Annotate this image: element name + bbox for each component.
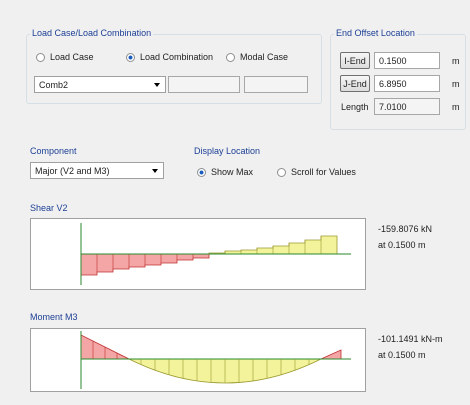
shear-location: at 0.1500 m [378,240,426,250]
group-title: Load Case/Load Combination [30,28,154,38]
unit: m [452,56,460,66]
shear-value: -159.8076 kN [378,224,433,234]
group-title: End Offset Location [334,28,417,38]
radio-scroll[interactable]: Scroll for Values [277,167,356,178]
label: Load Case [50,52,94,62]
radio-modal-case[interactable]: Modal Case [226,52,289,63]
length-field: 7.0100 [374,98,440,115]
moment-graphic [80,331,351,389]
i-end-button[interactable]: I-End [340,52,370,69]
display-title: Display Location [192,146,263,156]
component-dropdown[interactable]: Major (V2 and M3) [30,162,164,179]
i-end-field[interactable]: 0.1500 [374,52,440,69]
moment-location: at 0.1500 m [378,350,426,360]
radio-load-case[interactable]: Load Case [36,52,94,63]
shear-diagram [30,218,366,290]
empty-field [244,76,308,93]
label: Show Max [211,167,254,177]
radio-load-combination[interactable]: Load Combination [126,52,214,63]
empty-field [168,76,240,93]
label: Scroll for Values [291,167,356,177]
component-title: Component [28,146,79,156]
shear-title: Shear V2 [28,203,70,213]
unit: m [452,79,460,89]
moment-diagram [30,328,366,392]
j-end-button[interactable]: J-End [340,75,370,92]
label: Modal Case [240,52,289,62]
length-label: Length [341,102,369,112]
radio-show-max[interactable]: Show Max [197,167,254,178]
moment-value: -101.1491 kN-m [378,334,443,344]
combo-dropdown[interactable]: Comb2 [34,76,166,93]
load-group [26,34,322,104]
unit: m [452,102,460,112]
j-end-field[interactable]: 6.8950 [374,75,440,92]
shear-graphic [80,223,351,285]
label: Load Combination [140,52,214,62]
moment-title: Moment M3 [28,312,80,322]
